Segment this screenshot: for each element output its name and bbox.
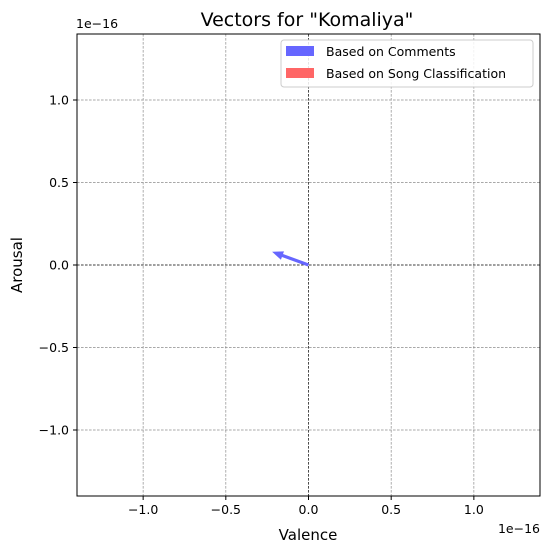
y-offset-text: 1e−16 — [76, 16, 118, 31]
y-tick-label: −0.5 — [39, 340, 69, 355]
y-tick-label: −1.0 — [39, 423, 69, 438]
y-tick-label: 1.0 — [49, 93, 69, 108]
ticks: −1.0 −0.5 0.0 0.5 1.0 −1.0 −0.5 0.0 0.5 1.0 — [39, 93, 484, 518]
x-tick-label: 0.0 — [299, 502, 319, 517]
legend-label-song-classification: Based on Song Classification — [326, 66, 506, 81]
y-tick-label: 0.5 — [49, 175, 69, 190]
legend-label-comments: Based on Comments — [326, 44, 456, 59]
grid — [77, 34, 540, 496]
y-axis-label: Arousal — [8, 237, 26, 293]
x-offset-text: 1e−16 — [498, 521, 540, 536]
legend-swatch-comments — [286, 46, 314, 56]
x-tick-label: −0.5 — [211, 502, 241, 517]
vectors — [272, 251, 310, 267]
legend: Based on Comments Based on Song Classifi… — [280, 39, 534, 88]
x-axis-label: Valence — [279, 526, 338, 544]
legend-frame — [280, 39, 534, 88]
vector-comments — [272, 251, 310, 267]
x-tick-label: 1.0 — [464, 502, 484, 517]
x-tick-label: −1.0 — [128, 502, 158, 517]
y-tick-label: 0.0 — [49, 258, 69, 273]
legend-swatch-song-classification — [286, 68, 314, 78]
chart-title: Vectors for "Komaliya" — [201, 9, 414, 31]
x-tick-label: 0.5 — [381, 502, 401, 517]
zero-lines — [77, 34, 540, 496]
